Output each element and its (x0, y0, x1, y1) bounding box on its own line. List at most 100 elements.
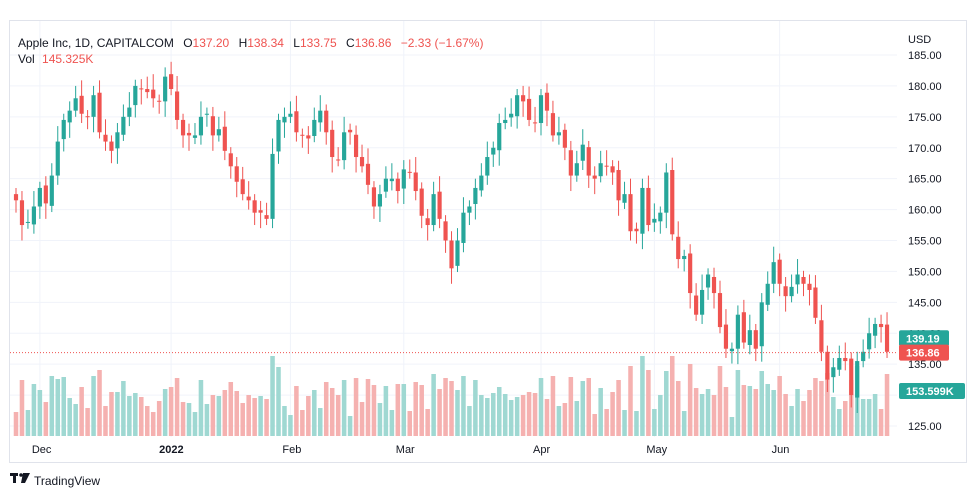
volume-bar (461, 376, 466, 436)
candle-body (855, 361, 860, 398)
volume-bar (240, 403, 245, 436)
volume-bar (604, 409, 609, 436)
x-tick-label: 2022 (159, 444, 183, 456)
candle-body (568, 150, 573, 176)
volume-bar (79, 387, 84, 436)
volume-bar (783, 394, 788, 436)
candle-body (145, 89, 150, 93)
volume-bar (13, 412, 19, 436)
volume-bar (341, 380, 347, 436)
volume-bar (848, 380, 854, 436)
volume-bar (246, 395, 251, 436)
volume-bar (544, 399, 550, 436)
volume-bar (67, 398, 72, 436)
volume-bar (747, 386, 753, 436)
legend-low-value: 133.75 (299, 36, 337, 50)
candle-body (753, 330, 758, 349)
volume-bar (592, 414, 597, 436)
candle-body (670, 170, 675, 235)
volume-bar (843, 401, 848, 436)
candle-body (419, 188, 424, 216)
candle-body (157, 100, 162, 102)
volume-bar (508, 400, 514, 436)
volume-bar (705, 389, 711, 436)
volume-bar (192, 412, 198, 436)
volume-bar (294, 386, 299, 436)
candle-body (562, 129, 567, 148)
volume-bar (25, 410, 31, 436)
volume-bar (419, 385, 424, 436)
volume-bar (532, 393, 538, 436)
y-tick-label: 175.00 (908, 112, 942, 124)
volume-bar (174, 378, 180, 436)
candle-body (252, 200, 257, 213)
volume-bar (204, 404, 210, 436)
volume-bar (723, 387, 729, 436)
volume-bar (329, 388, 335, 436)
candle-body (652, 218, 657, 223)
volume-bar (496, 387, 502, 436)
x-tick-label: Mar (396, 444, 415, 456)
x-tick-label: Apr (533, 444, 550, 456)
candle-body (497, 123, 502, 151)
candle-body (771, 262, 776, 284)
candle-body (133, 85, 138, 106)
volume-bar (699, 394, 705, 436)
candle-body (359, 157, 365, 167)
volume-bar (568, 377, 574, 436)
candle-body (348, 129, 353, 133)
candle-body (610, 166, 615, 173)
candle-body (813, 287, 818, 318)
volume-bar (526, 392, 532, 436)
volume-bar (711, 395, 717, 436)
volume-bar (884, 374, 890, 436)
volume-bar (831, 397, 836, 436)
volume-bar (675, 381, 681, 436)
volume-bar (103, 406, 108, 436)
candle-body (544, 92, 550, 111)
y-tick-label: 185.00 (908, 50, 942, 62)
candle-body (73, 98, 78, 111)
candle-body (455, 240, 460, 266)
candle-body (807, 283, 812, 290)
candle-body (586, 147, 591, 176)
y-tick-label: 155.00 (908, 236, 942, 248)
volume-bar (258, 396, 263, 436)
candle-body (479, 175, 484, 191)
tradingview-logo[interactable]: TradingView (10, 473, 100, 488)
candle-body (371, 187, 377, 207)
candle-body (342, 132, 347, 161)
candle-body (688, 253, 693, 294)
volume-bar (622, 410, 627, 436)
volume-bar (186, 403, 192, 436)
candle-body (431, 194, 436, 226)
chart-frame (9, 20, 967, 463)
volume-bar (872, 394, 878, 436)
volume-bar (664, 371, 669, 436)
volume-bar (860, 399, 866, 436)
volume-bar (735, 370, 741, 436)
volume-bar (312, 390, 317, 436)
candle-body (861, 351, 866, 362)
volume-bar (658, 395, 663, 436)
candle-body (485, 157, 490, 176)
candle-body (67, 110, 72, 123)
y-tick-label: 150.00 (908, 266, 942, 278)
volume-bar (359, 402, 365, 436)
volume-bar (514, 397, 520, 436)
volume-bar (598, 388, 603, 436)
volume-bar (669, 356, 675, 436)
marker-price-tag-bg (899, 330, 949, 347)
y-tick-label: 125.00 (908, 421, 942, 433)
candle-body (258, 210, 263, 213)
candle-body (449, 240, 454, 269)
legend-change: −2.33 (−1.67%) (400, 36, 484, 50)
volume-bar (878, 409, 884, 436)
candle-body (550, 113, 556, 136)
volume-bar (347, 416, 353, 436)
marker-price-tag: 139.19 (906, 333, 940, 345)
volume-bar (300, 410, 305, 436)
candle-body (878, 323, 884, 328)
candle-body (580, 144, 585, 161)
